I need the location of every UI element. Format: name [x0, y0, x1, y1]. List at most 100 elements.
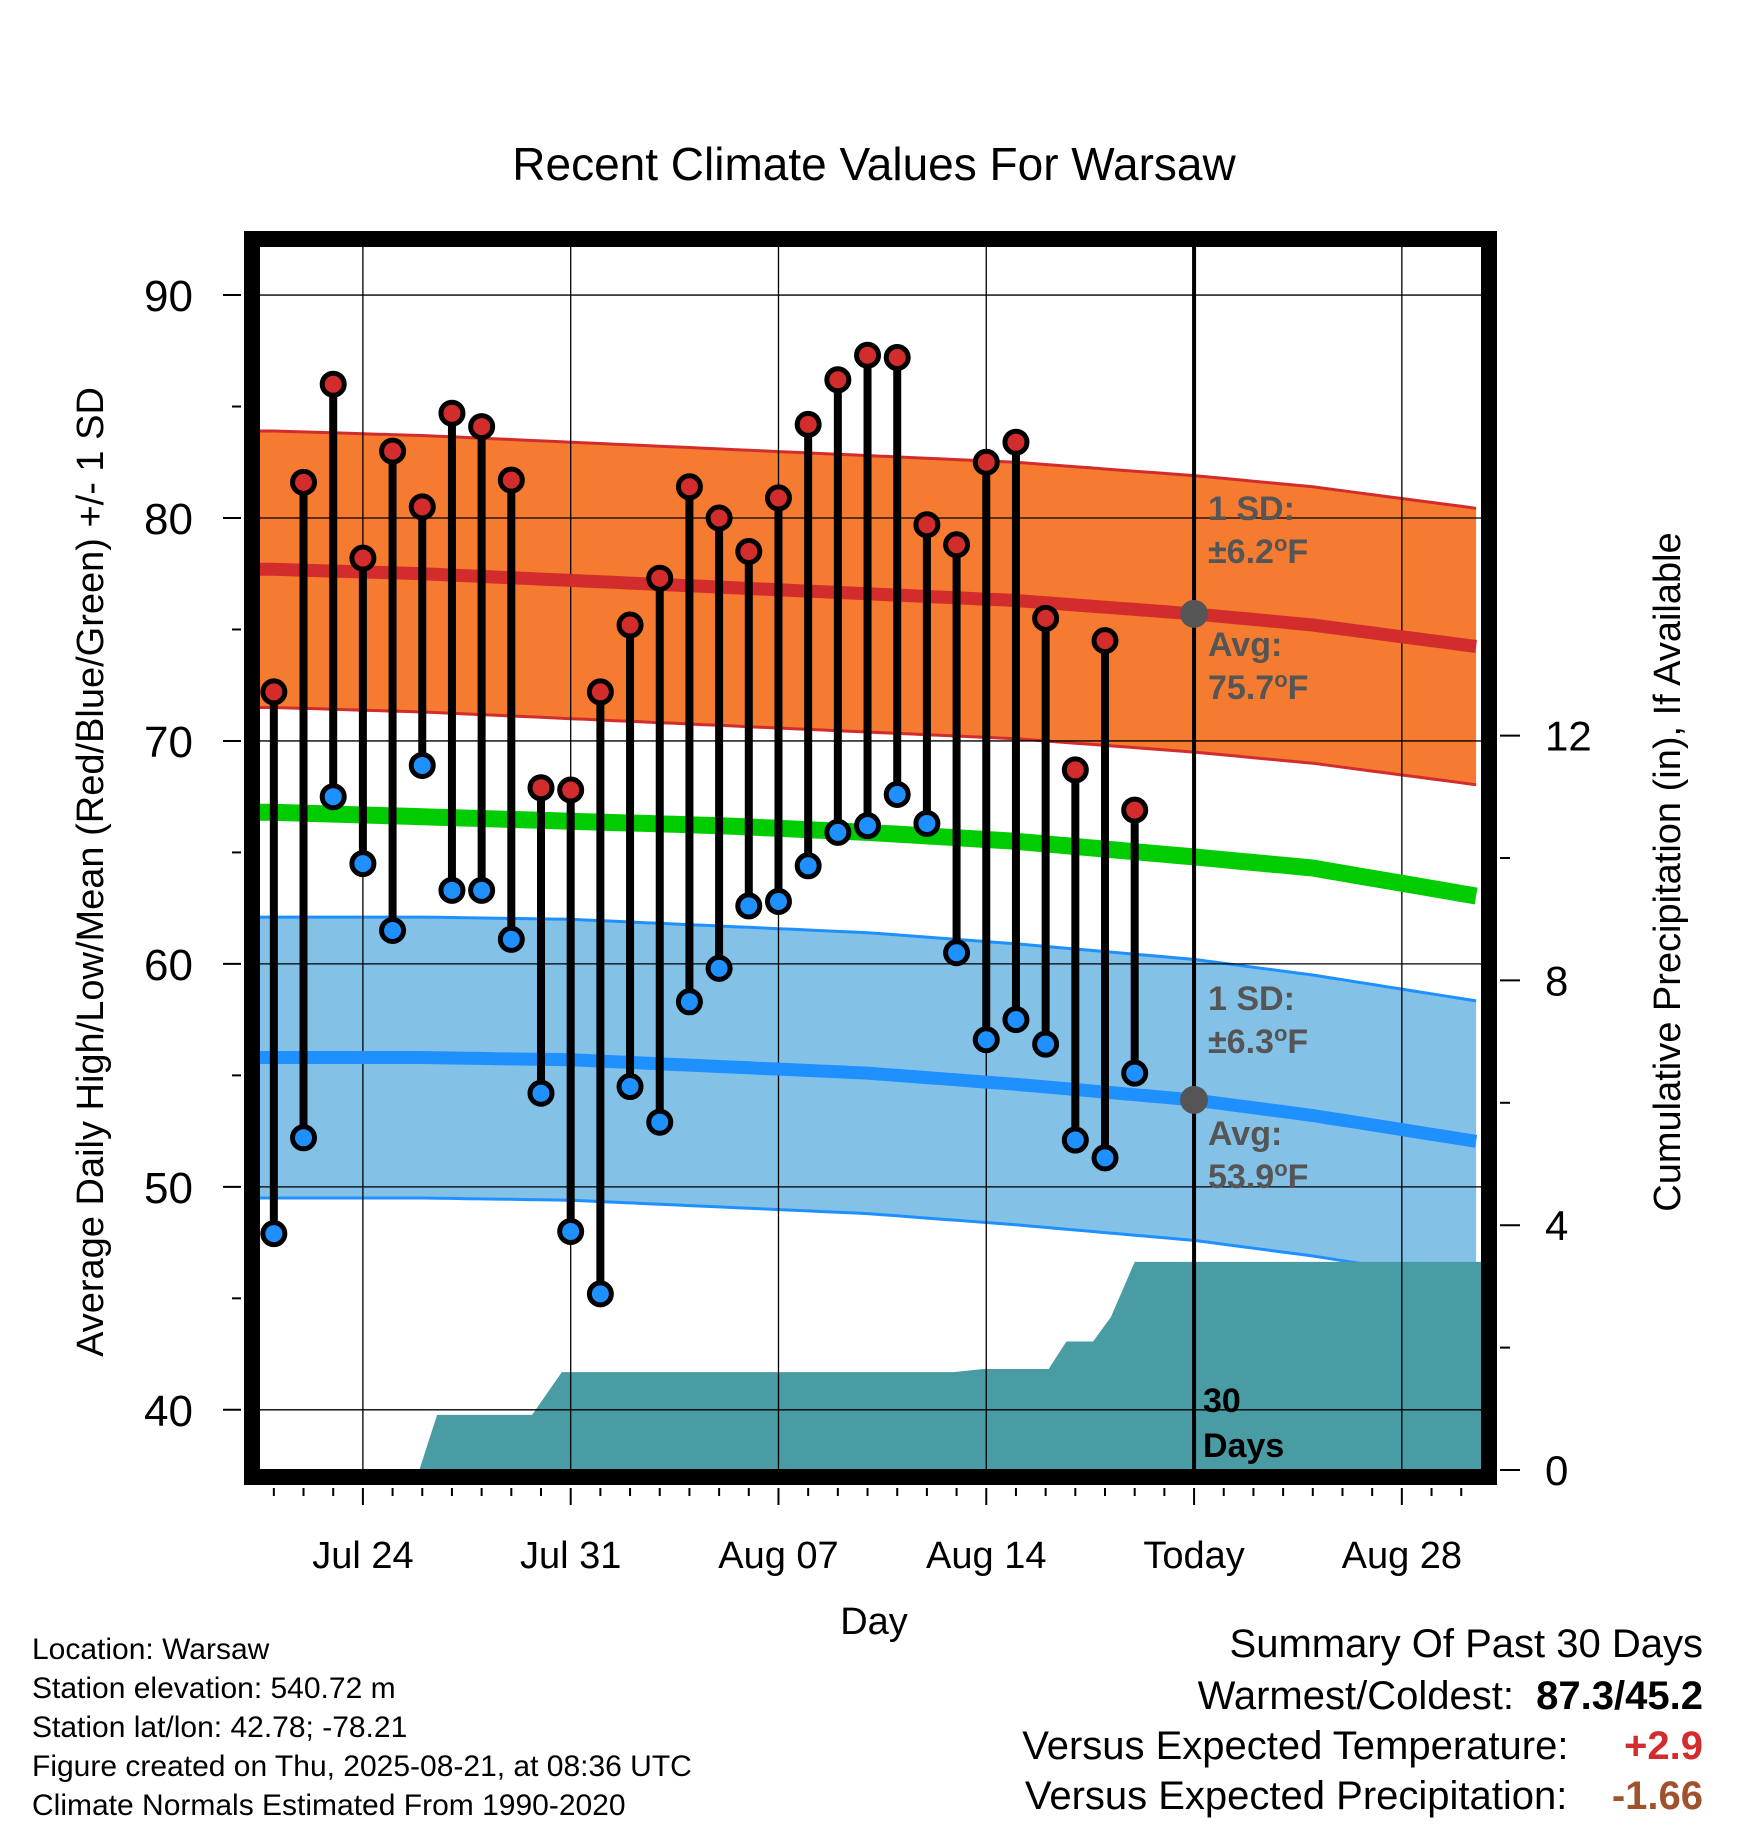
obs-high-point: [646, 564, 674, 592]
warmest-coldest-value: 87.3/45.2: [1536, 1674, 1703, 1718]
obs-low-point: [616, 1073, 644, 1101]
obs-high-point: [943, 531, 971, 559]
obs-low-point: [675, 988, 703, 1016]
x-tick-label: Jul 24: [312, 1535, 413, 1577]
latlon-text: Station lat/lon: 42.78; -78.21: [32, 1711, 408, 1744]
y-tick-label: 80: [144, 495, 193, 544]
precip-departure-row: Versus Expected Precipitation: -1.66: [1025, 1774, 1703, 1819]
obs-low-point: [527, 1079, 555, 1107]
obs-high-point: [616, 611, 644, 639]
observations: [260, 341, 1149, 1308]
obs-low-point: [1032, 1030, 1060, 1058]
obs-low-point: [794, 852, 822, 880]
obs-low-point: [764, 887, 792, 915]
location-text: Location: Warsaw: [32, 1633, 270, 1666]
high-sd-value: ±6.2oF: [1208, 531, 1308, 572]
low-sd-label: 1 SD:: [1208, 980, 1295, 1018]
today-low-avg-marker: [1180, 1085, 1209, 1114]
obs-high-point: [1002, 428, 1030, 456]
obs-low-point: [1061, 1126, 1089, 1154]
summary-title: Summary Of Past 30 Days: [1230, 1622, 1703, 1667]
x-tick-label: Aug 07: [718, 1535, 838, 1577]
y2-tick-label: 8: [1545, 957, 1568, 1004]
y-tick-label: 60: [144, 941, 193, 990]
low-avg-label: Avg:: [1208, 1115, 1282, 1153]
obs-low-point: [319, 783, 347, 811]
low-sd-lower-edge: [259, 1196, 1477, 1284]
y-tick-label: 90: [144, 272, 193, 321]
low-avg-value: 53.9oF: [1208, 1156, 1308, 1197]
x-tick-label: Aug 14: [926, 1535, 1046, 1577]
obs-low-point: [408, 751, 436, 779]
obs-high-point: [260, 678, 288, 706]
x-tick-label: Today: [1143, 1535, 1244, 1577]
obs-high-point: [1061, 756, 1089, 784]
obs-high-point: [557, 776, 585, 804]
created-text: Figure created on Thu, 2025-08-21, at 08…: [32, 1750, 692, 1783]
y-tick-label: 50: [144, 1164, 193, 1213]
obs-low-point: [1091, 1144, 1119, 1172]
obs-low-point: [824, 818, 852, 846]
precip-departure-label: Versus Expected Precipitation:: [1024, 1774, 1568, 1818]
obs-high-point: [705, 504, 733, 532]
obs-high-point: [972, 448, 1000, 476]
obs-high-point: [1091, 627, 1119, 655]
obs-high-point: [764, 484, 792, 512]
y2-tick-label: 0: [1545, 1447, 1568, 1494]
obs-high-point: [527, 774, 555, 802]
high-avg-label: Avg:: [1208, 626, 1282, 664]
obs-low-point: [943, 939, 971, 967]
normals-period-text: Climate Normals Estimated From 1990-2020: [32, 1789, 626, 1822]
obs-high-point: [735, 537, 763, 565]
obs-high-point: [438, 399, 466, 427]
low-sd-band: [259, 917, 1477, 1282]
temp-departure-row: Versus Expected Temperature: +2.9: [1022, 1724, 1703, 1769]
obs-low-point: [468, 876, 496, 904]
obs-low-point: [913, 809, 941, 837]
days-count-label: 30: [1203, 1382, 1241, 1420]
obs-low-point: [854, 812, 882, 840]
temp-departure-value: +2.9: [1624, 1724, 1703, 1768]
obs-high-point: [319, 370, 347, 398]
y-tick-label: 40: [144, 1387, 193, 1436]
obs-low-point: [1121, 1059, 1149, 1087]
obs-high-point: [349, 544, 377, 572]
x-tick-label: Jul 31: [520, 1535, 621, 1577]
obs-high-point: [497, 466, 525, 494]
summary-title-text: Summary Of Past 30 Days: [1229, 1622, 1703, 1666]
precip-departure-value: -1.66: [1611, 1774, 1703, 1818]
obs-low-point: [972, 1026, 1000, 1054]
obs-high-point: [1032, 604, 1060, 632]
obs-low-point: [497, 925, 525, 953]
precip-area: [419, 1261, 1482, 1470]
obs-low-point: [438, 876, 466, 904]
y-tick-label: 70: [144, 718, 193, 767]
warmest-coldest-label: Warmest/Coldest:: [1197, 1674, 1514, 1718]
obs-high-point: [586, 678, 614, 706]
obs-high-point: [824, 366, 852, 394]
obs-low-point: [883, 780, 911, 808]
station-info: Location: Warsaw Station elevation: 540.…: [32, 1630, 692, 1825]
high-avg-value: 75.7oF: [1208, 667, 1308, 708]
today-high-avg-marker: [1180, 599, 1209, 628]
elevation-text: Station elevation: 540.72 m: [32, 1672, 396, 1705]
y-axis-label: Average Daily High/Low/Mean (Red/Blue/Gr…: [70, 387, 112, 1357]
obs-low-point: [557, 1217, 585, 1245]
obs-low-point: [349, 850, 377, 878]
obs-high-point: [913, 511, 941, 539]
plot-frame: [244, 231, 1497, 1485]
obs-low-point: [646, 1108, 674, 1136]
obs-high-point: [468, 413, 496, 441]
obs-high-point: [675, 473, 703, 501]
obs-low-point: [379, 916, 407, 944]
obs-high-point: [290, 468, 318, 496]
obs-high-point: [1121, 796, 1149, 824]
obs-high-point: [794, 410, 822, 438]
obs-low-point: [260, 1220, 288, 1248]
obs-high-point: [379, 437, 407, 465]
temp-departure-label: Versus Expected Temperature:: [1022, 1724, 1569, 1768]
y2-axis-label: Cumulative Precipitation (in), If Availa…: [1647, 532, 1689, 1211]
